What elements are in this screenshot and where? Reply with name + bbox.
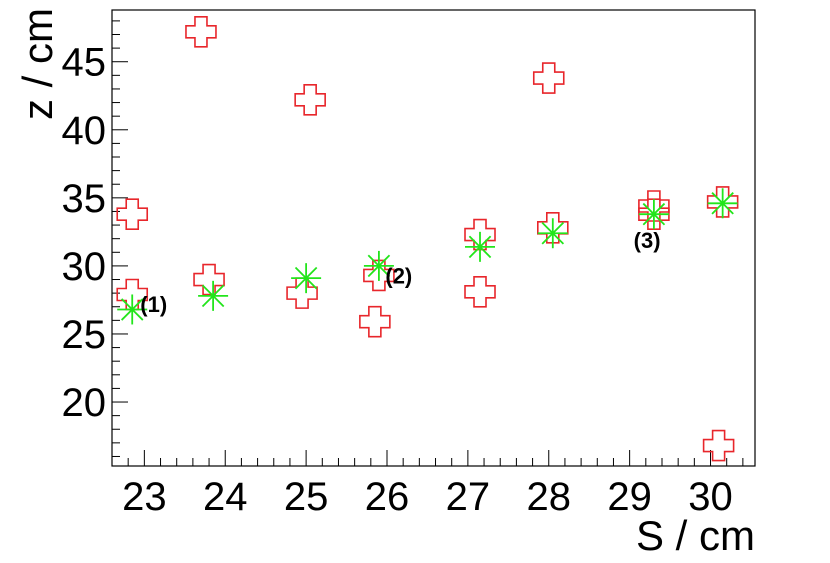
y-tick-label: 30 (62, 245, 107, 289)
star-stroke (468, 235, 492, 259)
data-point-green-star (363, 250, 394, 281)
data-point-red-cross (185, 15, 217, 48)
star-stroke (642, 202, 666, 226)
star-stroke (294, 266, 318, 290)
data-point-red-cross (294, 84, 326, 116)
annotation-label: (1) (140, 292, 167, 317)
data-point-green-star (117, 294, 148, 325)
data-point-red-cross (359, 305, 391, 338)
annotation-label: (2) (385, 263, 412, 288)
x-tick-label: 23 (122, 475, 167, 519)
data-point-red-cross (464, 275, 496, 308)
data-point-red-cross (702, 429, 735, 462)
y-tick-label: 25 (62, 313, 107, 357)
star-stroke (201, 284, 225, 308)
star-stroke (120, 298, 144, 321)
x-axis-title: S / cm (636, 512, 755, 559)
data-point-red-cross (532, 62, 565, 94)
x-tick-label: 27 (446, 475, 491, 519)
data-point-green-star (707, 188, 738, 219)
x-tick-label: 26 (365, 475, 410, 519)
axes-layer (111, 9, 756, 467)
data-point-red-cross (464, 218, 496, 251)
x-tick-label: 30 (688, 475, 733, 519)
x-tick-label: 25 (284, 475, 329, 519)
data-point-green-star (198, 280, 229, 311)
x-tick-label: 28 (527, 475, 572, 519)
data-point-red-cross (536, 211, 569, 244)
star-stroke (541, 221, 565, 245)
star-stroke (367, 254, 391, 278)
labels-layer: S / cm z / cm 23 24 25 26 27 28 29 30 20 25 30 35 40… (14, 8, 755, 559)
star-stroke (711, 192, 734, 215)
plot-frame (111, 9, 756, 467)
data-point-red-cross (116, 198, 149, 230)
marks-layer (116, 15, 739, 462)
y-tick-label: 40 (62, 109, 107, 153)
data-point-green-star (537, 218, 568, 249)
data-point-green-star (465, 231, 496, 262)
data-point-red-cross (363, 259, 395, 292)
y-tick-label: 20 (62, 381, 107, 425)
data-point-green-star (291, 263, 322, 294)
annotation-label: (3) (634, 228, 661, 253)
data-point-red-cross (286, 277, 318, 309)
x-tick-label: 29 (607, 475, 652, 519)
data-point-green-star (638, 199, 669, 230)
y-tick-label: 35 (62, 177, 107, 221)
x-tick-label: 24 (203, 475, 248, 519)
y-axis-title: z / cm (14, 8, 61, 120)
data-point-red-cross (706, 186, 739, 218)
y-tick-label: 45 (62, 41, 107, 85)
